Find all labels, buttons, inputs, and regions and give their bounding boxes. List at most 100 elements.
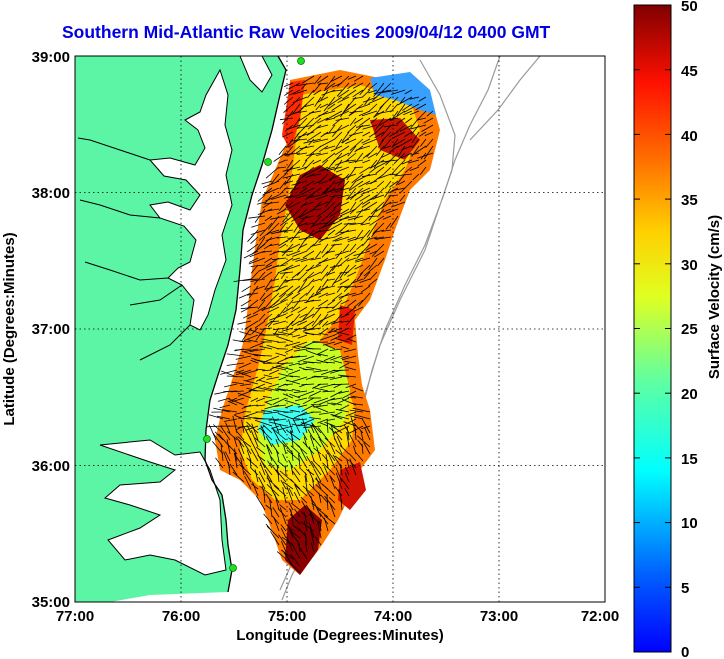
velocity-vector — [371, 243, 385, 257]
velocity-vector — [330, 89, 343, 92]
velocity-vector — [282, 440, 294, 455]
velocity-vector — [240, 383, 252, 386]
velocity-vector — [337, 285, 350, 288]
velocity-vector — [396, 124, 406, 133]
velocity-vector — [276, 388, 294, 392]
velocity-vector — [282, 487, 287, 504]
grid-lines — [75, 56, 605, 602]
velocity-vector — [305, 489, 315, 504]
colorbar-tick-label: 0 — [681, 644, 689, 659]
velocity-vector — [376, 110, 392, 115]
velocity-vector — [419, 131, 427, 137]
velocity-vector — [335, 166, 350, 173]
velocity-vector — [346, 459, 350, 469]
velocity-vector — [340, 313, 350, 318]
velocity-vector — [246, 421, 259, 434]
velocity-vector — [360, 215, 371, 226]
velocity-vector — [312, 460, 322, 469]
velocity-vector — [401, 159, 413, 165]
velocity-vector — [333, 215, 350, 225]
velocity-vector — [277, 341, 287, 343]
velocity-vector — [346, 432, 350, 448]
velocity-vector — [280, 527, 287, 539]
velocity-vector — [418, 96, 427, 102]
velocity-vector — [362, 124, 378, 130]
velocity-vector — [375, 145, 385, 157]
velocity-vector — [324, 194, 336, 208]
velocity-vector — [369, 215, 385, 226]
velocity-vector — [272, 428, 287, 441]
velocity-vector — [310, 460, 322, 476]
velocity-vector — [288, 459, 294, 469]
velocity-vector — [307, 429, 315, 441]
x-tick-label: 74:00 — [374, 608, 412, 625]
velocity-vector — [273, 250, 287, 253]
velocity-vector — [310, 257, 322, 261]
velocity-vector — [404, 131, 413, 138]
velocity-vector — [276, 465, 280, 483]
velocity-vector — [264, 194, 273, 204]
velocity-vector — [282, 393, 294, 399]
velocity-vector — [333, 341, 343, 346]
velocity-vector — [292, 257, 301, 261]
velocity-vector — [300, 511, 308, 518]
velocity-vector — [292, 110, 308, 114]
velocity-vector — [291, 215, 301, 222]
velocity-vector — [302, 180, 315, 189]
velocity-vector — [307, 278, 315, 287]
velocity-vector — [291, 292, 301, 300]
velocity-vector — [334, 486, 343, 497]
velocity-vector — [225, 422, 231, 434]
velocity-vector — [269, 421, 287, 427]
velocity-vector — [247, 313, 259, 319]
velocity-vector — [243, 379, 259, 385]
velocity-vector — [356, 208, 371, 213]
velocity-vector — [345, 411, 357, 417]
velocity-vector — [252, 306, 266, 315]
velocity-vector — [284, 152, 301, 156]
velocity-vector — [401, 145, 413, 151]
velocity-vector — [311, 422, 322, 434]
velocity-vector — [299, 145, 315, 150]
velocity-vector — [297, 411, 315, 417]
velocity-vector — [376, 180, 385, 188]
velocity-vector — [253, 271, 266, 285]
velocity-vector — [321, 215, 329, 222]
velocity-vector — [333, 330, 350, 336]
velocity-vector — [316, 124, 329, 129]
velocity-vector — [320, 467, 329, 483]
velocity-vector — [391, 89, 406, 95]
velocity-vector — [258, 476, 266, 490]
velocity-vector — [326, 418, 336, 421]
velocity-vector — [335, 117, 350, 121]
velocity-vector — [295, 257, 308, 262]
x-tick-label: 76:00 — [162, 608, 200, 625]
velocity-vector — [333, 278, 343, 284]
velocity-vector — [338, 292, 357, 298]
velocity-vector — [263, 362, 280, 364]
velocity-vector — [373, 229, 385, 233]
velocity-vector — [301, 404, 315, 412]
colorbar: 50 45 40 35 30 25 20 15 10 5 0 Surface V… — [633, 0, 723, 659]
velocity-vector — [298, 546, 308, 560]
velocity-vector — [319, 512, 329, 525]
velocity-vector — [289, 561, 301, 574]
velocity-vector — [276, 449, 280, 462]
velocity-vector — [360, 229, 371, 241]
velocity-vector — [243, 250, 259, 259]
velocity-vector — [244, 320, 259, 330]
velocity-vector — [291, 389, 301, 392]
velocity-vector — [388, 131, 399, 138]
velocity-vectors — [206, 75, 434, 574]
colorbar-gradient — [633, 4, 672, 653]
velocity-vector — [338, 180, 350, 192]
velocity-vector — [360, 430, 364, 441]
velocity-vector — [297, 278, 308, 293]
velocity-vector — [300, 257, 315, 262]
velocity-vector — [325, 320, 336, 326]
velocity-vector — [313, 341, 329, 343]
velocity-vector — [367, 152, 378, 159]
velocity-vector — [283, 444, 287, 455]
velocity-vector — [293, 341, 308, 348]
x-axis-label: Longitude (Degrees:Minutes) — [236, 627, 444, 644]
